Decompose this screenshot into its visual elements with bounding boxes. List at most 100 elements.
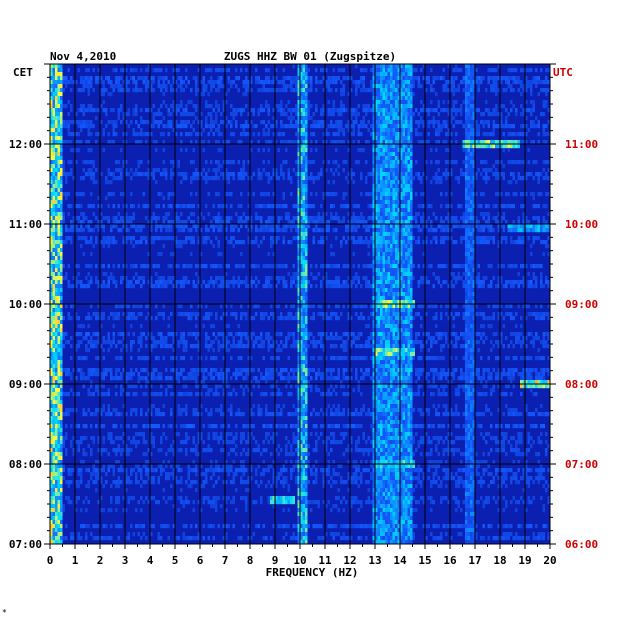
spectrogram-cell xyxy=(290,176,293,181)
spectrogram-cell xyxy=(305,72,308,77)
spectrogram-cell xyxy=(517,88,520,93)
spectrogram-cell xyxy=(162,196,165,201)
spectrogram-cell xyxy=(447,100,450,105)
spectrogram-cell xyxy=(407,296,410,301)
spectrogram-cell xyxy=(372,124,375,129)
spectrogram-cell xyxy=(427,108,430,113)
spectrogram-cell xyxy=(385,64,388,69)
spectrogram-cell xyxy=(530,84,533,89)
spectrogram-cell xyxy=(390,296,393,301)
spectrogram-cell xyxy=(67,172,70,177)
spectrogram-cell xyxy=(465,192,468,197)
spectrogram-cell xyxy=(87,312,90,317)
spectrogram-cell xyxy=(380,220,383,225)
spectrogram-cell xyxy=(382,248,385,253)
spectrogram-cell xyxy=(367,240,370,245)
spectrogram-cell xyxy=(180,284,183,289)
spectrogram-cell xyxy=(377,116,380,121)
spectrogram-cell xyxy=(452,284,455,289)
spectrogram-cell xyxy=(137,140,140,145)
spectrogram-cell xyxy=(455,216,458,221)
spectrogram-cell xyxy=(472,208,475,213)
spectrogram-cell xyxy=(402,244,405,249)
spectrogram-cell xyxy=(327,80,330,85)
spectrogram-cell xyxy=(55,268,58,273)
spectrogram-cell xyxy=(382,232,385,237)
spectrogram-cell xyxy=(445,124,448,129)
spectrogram-cell xyxy=(102,128,105,133)
spectrogram-cell xyxy=(155,264,158,269)
spectrogram-cell xyxy=(160,68,163,73)
spectrogram-cell xyxy=(217,284,220,289)
spectrogram-cell xyxy=(162,76,165,81)
spectrogram-cell xyxy=(50,64,53,69)
spectrogram-cell xyxy=(60,260,63,265)
spectrogram-cell xyxy=(237,160,240,165)
spectrogram-cell xyxy=(397,248,400,253)
spectrogram-cell xyxy=(97,224,100,229)
spectrogram-cell xyxy=(50,312,53,317)
spectrogram-cell xyxy=(305,184,308,189)
spectrogram-cell xyxy=(517,284,520,289)
spectrogram-cell xyxy=(472,164,475,169)
spectrogram-cell xyxy=(400,112,403,117)
spectrogram-cell xyxy=(417,176,420,181)
spectrogram-cell xyxy=(290,124,293,129)
spectrogram-cell xyxy=(395,120,398,125)
spectrogram-cell xyxy=(327,192,330,197)
spectrogram-cell xyxy=(165,212,168,217)
spectrogram-cell xyxy=(287,224,290,229)
spectrogram-cell xyxy=(167,196,170,201)
spectrogram-cell xyxy=(547,212,550,217)
spectrogram-cell xyxy=(397,296,400,301)
spectrogram-cell xyxy=(270,80,273,85)
spectrogram-cell xyxy=(205,204,208,209)
spectrogram-cell xyxy=(300,220,303,225)
spectrogram-cell xyxy=(410,308,413,313)
spectrogram-cell xyxy=(425,160,428,165)
spectrogram-cell xyxy=(387,224,390,229)
spectrogram-cell xyxy=(345,108,348,113)
spectrogram-cell xyxy=(397,244,400,249)
spectrogram-cell xyxy=(287,220,290,225)
spectrogram-cell xyxy=(130,280,133,285)
spectrogram-cell xyxy=(245,280,248,285)
spectrogram-cell xyxy=(300,196,303,201)
spectrogram-cell xyxy=(110,312,113,317)
spectrogram-cell xyxy=(105,272,108,277)
spectrogram-cell xyxy=(405,172,408,177)
spectrogram-cell xyxy=(132,236,135,241)
spectrogram-cell xyxy=(375,268,378,273)
spectrogram-cell xyxy=(362,80,365,85)
spectrogram-cell xyxy=(117,76,120,81)
spectrogram-cell xyxy=(265,76,268,81)
spectrogram-cell xyxy=(547,132,550,137)
spectrogram-cell xyxy=(85,124,88,129)
spectrogram-cell xyxy=(170,276,173,281)
spectrogram-cell xyxy=(65,272,68,277)
spectrogram-cell xyxy=(52,256,55,261)
spectrogram-cell xyxy=(492,88,495,93)
spectrogram-cell xyxy=(545,140,548,145)
spectrogram-cell xyxy=(455,64,458,69)
spectrogram-cell xyxy=(405,76,408,81)
spectrogram-cell xyxy=(465,116,468,121)
spectrogram-cell xyxy=(175,80,178,85)
spectrogram-cell xyxy=(50,80,53,85)
spectrogram-cell xyxy=(327,220,330,225)
spectrogram-cell xyxy=(382,224,385,229)
spectrogram-cell xyxy=(65,192,68,197)
spectrogram-cell xyxy=(340,100,343,105)
spectrogram-cell xyxy=(227,220,230,225)
spectrogram-cell xyxy=(297,208,300,213)
spectrogram-cell xyxy=(477,280,480,285)
spectrogram-cell xyxy=(225,192,228,197)
spectrogram-cell xyxy=(357,236,360,241)
spectrogram-cell xyxy=(135,172,138,177)
spectrogram-cell xyxy=(72,228,75,233)
spectrogram-cell xyxy=(172,164,175,169)
spectrogram-cell xyxy=(485,172,488,177)
spectrogram-cell xyxy=(387,156,390,161)
spectrogram-cell xyxy=(375,284,378,289)
spectrogram-cell xyxy=(162,280,165,285)
